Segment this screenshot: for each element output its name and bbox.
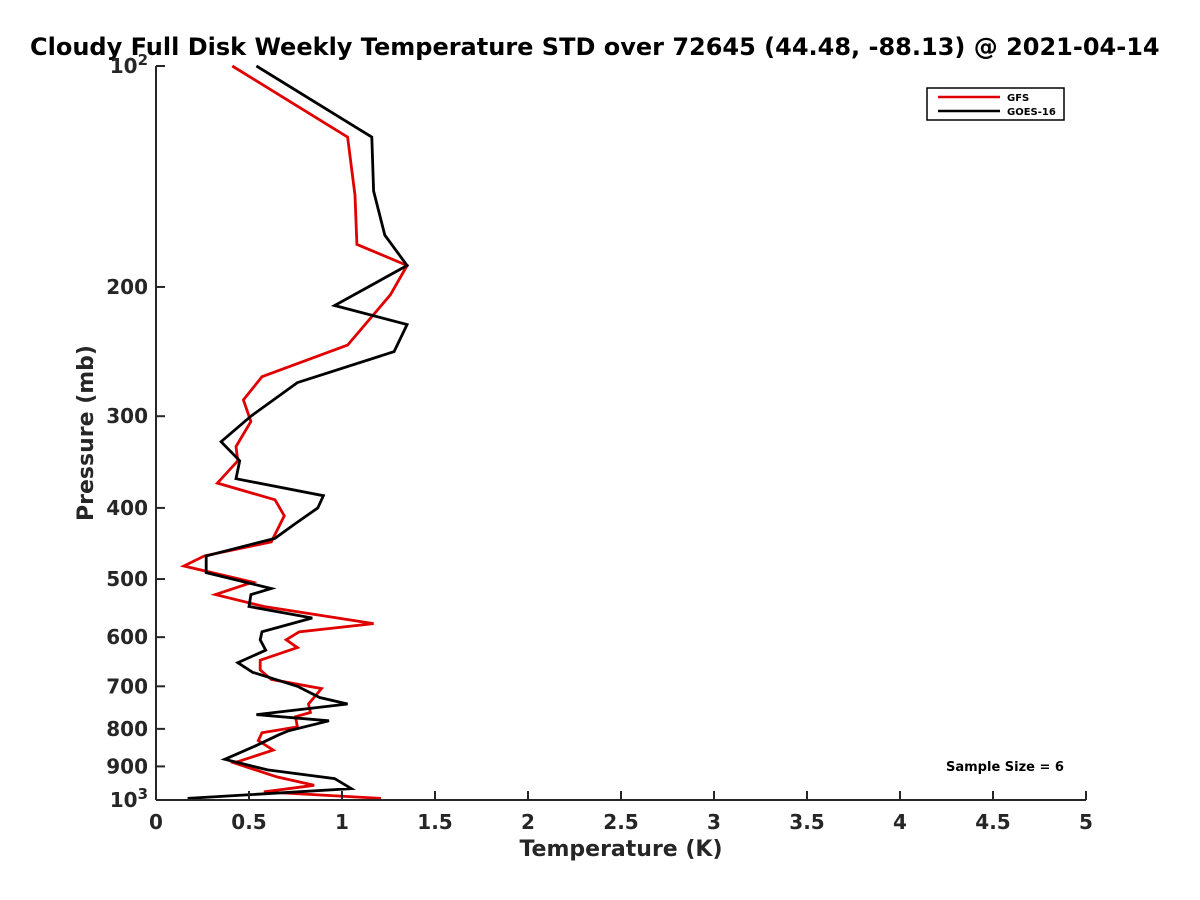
x-tick-label: 4 — [893, 810, 907, 834]
axes — [155, 66, 1086, 801]
plot-lines — [179, 64, 410, 800]
x-tick-label: 2 — [521, 810, 535, 834]
x-tick-label: 0 — [149, 810, 163, 834]
y-axis-label: Pressure (mb) — [74, 345, 99, 521]
y-tick-label: 200 — [106, 275, 148, 299]
y-tick-label: 103 — [110, 785, 148, 812]
y-tick-label-exponent: 3 — [138, 785, 148, 803]
chart-title: Cloudy Full Disk Weekly Temperature STD … — [30, 33, 1160, 61]
x-tick-label: 3.5 — [789, 810, 824, 834]
x-tick-label: 0.5 — [231, 810, 266, 834]
y-tick-label: 600 — [106, 625, 148, 649]
x-tick-label: 2.5 — [603, 810, 638, 834]
y-tick-label: 500 — [106, 567, 148, 591]
sample-size-annotation: Sample Size = 6 — [946, 760, 1064, 775]
y-tick-label: 102 — [110, 51, 148, 78]
legend-box — [926, 87, 1065, 121]
y-tick-label: 400 — [106, 496, 148, 520]
y-tick-label: 700 — [106, 674, 148, 698]
x-axis-label: Temperature (K) — [519, 837, 722, 862]
y-tick-label-exponent: 2 — [138, 51, 148, 69]
x-ticks: 0 0.5 1 1.5 2 2.5 3 3.5 4 4.5 5 — [149, 791, 1093, 834]
y-tick-label-base: 10 — [110, 54, 138, 78]
series-line-gfs — [179, 64, 410, 800]
y-tick-label-base: 10 — [110, 788, 138, 812]
x-tick-label: 1 — [335, 810, 349, 834]
x-tick-label: 1.5 — [417, 810, 452, 834]
x-tick-label: 3 — [707, 810, 721, 834]
y-tick-label: 300 — [106, 404, 148, 428]
y-tick-label: 800 — [106, 717, 148, 741]
x-tick-label: 5 — [1079, 810, 1093, 834]
legend-label-gfs: GFS — [1007, 93, 1029, 104]
series-line-goes16 — [187, 64, 410, 800]
legend-label-goes16: GOES-16 — [1007, 107, 1056, 118]
x-tick-label: 4.5 — [975, 810, 1010, 834]
y-tick-label: 900 — [106, 754, 148, 778]
legend: GFS GOES-16 — [926, 87, 1065, 121]
